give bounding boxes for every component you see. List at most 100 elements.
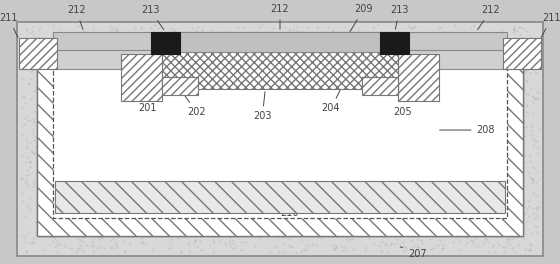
Point	[416, 231, 425, 235]
Point	[365, 236, 374, 240]
Point	[478, 121, 487, 125]
Point	[516, 114, 525, 118]
Point	[287, 155, 296, 160]
Point	[431, 225, 440, 229]
Point	[73, 247, 82, 251]
Point	[506, 182, 515, 186]
Point	[243, 137, 252, 142]
Point	[171, 92, 180, 96]
Point	[511, 121, 520, 125]
Point	[158, 169, 167, 173]
Point	[530, 224, 539, 229]
Point	[55, 27, 64, 31]
Point	[399, 218, 408, 222]
Point	[315, 118, 324, 122]
Point	[267, 74, 276, 78]
Point	[96, 44, 105, 48]
Point	[39, 116, 48, 121]
Point	[467, 149, 476, 153]
Point	[401, 65, 410, 69]
Point	[57, 86, 66, 90]
Point	[532, 225, 541, 229]
Point	[175, 50, 184, 55]
Point	[534, 125, 543, 130]
Point	[36, 218, 45, 223]
Point	[426, 159, 435, 163]
Point	[70, 58, 79, 62]
Point	[44, 210, 53, 214]
Point	[487, 108, 496, 112]
Point	[144, 61, 153, 65]
Point	[464, 195, 473, 200]
Point	[168, 138, 177, 142]
Point	[461, 122, 470, 126]
Point	[106, 24, 115, 29]
Point	[123, 211, 132, 215]
Point	[277, 36, 286, 40]
Point	[156, 89, 165, 93]
Point	[510, 27, 519, 31]
Point	[222, 214, 231, 218]
Point	[212, 34, 221, 38]
Point	[81, 138, 90, 142]
Point	[300, 51, 309, 55]
Point	[447, 112, 456, 117]
Point	[416, 31, 424, 35]
Point	[480, 84, 489, 88]
Point	[239, 215, 248, 219]
Point	[411, 117, 420, 121]
Point	[331, 177, 340, 181]
Point	[166, 121, 175, 125]
Point	[156, 49, 165, 53]
Point	[365, 133, 374, 137]
Point	[516, 94, 525, 98]
Point	[284, 39, 293, 43]
Point	[370, 163, 379, 167]
Point	[104, 55, 113, 59]
Point	[38, 159, 46, 164]
Point	[493, 166, 502, 170]
Point	[424, 31, 433, 36]
Point	[100, 87, 109, 91]
Point	[381, 145, 390, 149]
Point	[295, 44, 304, 48]
Point	[74, 42, 83, 46]
Point	[95, 167, 104, 171]
Point	[506, 64, 515, 68]
Point	[80, 162, 88, 166]
Point	[428, 48, 437, 52]
Point	[497, 54, 506, 59]
Point	[512, 44, 521, 48]
Point	[79, 64, 88, 68]
Point	[150, 50, 158, 55]
Point	[324, 65, 333, 69]
Point	[505, 242, 514, 246]
Point	[197, 54, 206, 58]
Point	[391, 76, 400, 81]
Point	[294, 101, 303, 105]
Point	[70, 67, 79, 71]
Point	[256, 229, 265, 233]
Point	[132, 141, 141, 145]
Point	[313, 132, 322, 136]
Point	[455, 196, 464, 200]
Point	[481, 58, 490, 62]
Point	[377, 173, 386, 178]
Point	[506, 125, 515, 129]
Point	[472, 203, 480, 208]
Point	[460, 31, 469, 35]
Point	[433, 153, 442, 157]
Point	[520, 211, 529, 215]
Point	[319, 137, 328, 142]
Point	[291, 81, 300, 85]
Point	[502, 237, 511, 241]
Point	[110, 171, 119, 175]
Point	[502, 180, 511, 185]
Point	[272, 176, 281, 180]
Point	[166, 242, 175, 246]
Point	[279, 45, 288, 49]
Point	[118, 187, 127, 191]
Point	[528, 206, 537, 210]
Point	[357, 166, 366, 170]
Point	[393, 241, 402, 245]
